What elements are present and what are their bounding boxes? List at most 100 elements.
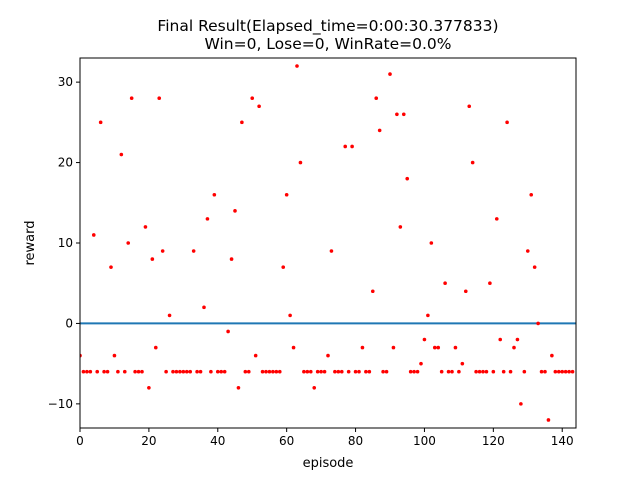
data-point bbox=[343, 144, 348, 149]
data-point bbox=[505, 120, 509, 125]
y-tick-label: 10 bbox=[58, 236, 73, 250]
x-tick-label: 20 bbox=[141, 434, 156, 448]
data-point bbox=[246, 369, 251, 374]
y-tick-label: −10 bbox=[48, 397, 73, 411]
data-point bbox=[570, 369, 575, 374]
x-tick-label: 100 bbox=[413, 434, 436, 448]
data-point bbox=[477, 369, 482, 374]
data-point bbox=[405, 176, 410, 181]
data-point bbox=[374, 96, 379, 101]
data-point bbox=[512, 345, 516, 350]
data-point bbox=[308, 369, 313, 374]
data-point bbox=[260, 369, 265, 374]
y-axis-label: reward bbox=[23, 220, 38, 265]
data-point bbox=[143, 225, 148, 229]
data-point bbox=[460, 361, 465, 366]
data-point bbox=[522, 369, 527, 374]
data-point bbox=[339, 369, 344, 374]
data-point bbox=[105, 369, 110, 374]
data-point bbox=[102, 369, 106, 374]
data-point bbox=[164, 369, 168, 374]
data-point bbox=[525, 249, 530, 253]
data-point bbox=[122, 369, 127, 374]
data-point bbox=[188, 369, 193, 374]
data-point bbox=[136, 369, 141, 374]
data-point bbox=[543, 369, 547, 374]
data-point bbox=[302, 369, 306, 374]
data-point bbox=[236, 385, 241, 390]
data-point bbox=[536, 321, 540, 326]
data-point bbox=[253, 353, 258, 358]
data-point bbox=[119, 152, 124, 157]
data-point bbox=[532, 265, 537, 269]
data-point bbox=[491, 369, 496, 374]
data-point bbox=[202, 305, 206, 310]
plot-frame bbox=[79, 57, 577, 429]
data-point bbox=[312, 385, 317, 390]
data-point bbox=[305, 369, 310, 374]
data-point bbox=[415, 369, 420, 374]
data-point bbox=[529, 192, 534, 197]
data-point bbox=[346, 369, 351, 374]
data-point bbox=[277, 369, 282, 374]
data-point bbox=[243, 369, 248, 374]
data-point bbox=[288, 313, 292, 318]
data-point bbox=[364, 369, 368, 374]
data-point bbox=[470, 160, 475, 165]
data-point bbox=[126, 241, 131, 245]
data-point bbox=[560, 369, 565, 374]
data-point bbox=[357, 369, 361, 374]
data-point bbox=[205, 217, 210, 221]
x-axis-label: episode bbox=[303, 456, 354, 471]
data-point bbox=[226, 329, 230, 334]
data-point bbox=[150, 257, 155, 261]
data-point bbox=[494, 217, 499, 221]
chart-title-line-1: Final Result(Elapsed_time=0:00:30.377833… bbox=[157, 17, 498, 36]
data-point bbox=[174, 369, 179, 374]
data-point bbox=[398, 225, 403, 229]
data-point bbox=[481, 369, 485, 374]
data-point bbox=[488, 281, 492, 286]
data-point bbox=[550, 353, 554, 358]
data-point bbox=[436, 345, 441, 350]
data-point bbox=[295, 64, 299, 68]
data-point bbox=[498, 337, 503, 342]
data-point bbox=[222, 369, 227, 374]
data-point bbox=[484, 369, 489, 374]
data-point bbox=[426, 313, 430, 318]
data-point bbox=[209, 369, 213, 374]
data-point bbox=[291, 345, 296, 350]
data-point bbox=[315, 369, 320, 374]
data-point bbox=[539, 369, 544, 374]
x-tick-label: 60 bbox=[279, 434, 294, 448]
data-point bbox=[157, 96, 162, 101]
x-tick-label: 0 bbox=[76, 434, 84, 448]
data-point bbox=[333, 369, 337, 374]
data-point bbox=[81, 369, 86, 374]
data-point bbox=[388, 72, 392, 76]
data-point bbox=[377, 128, 382, 133]
data-point bbox=[401, 112, 406, 117]
data-point bbox=[195, 369, 199, 374]
data-point bbox=[198, 369, 203, 374]
data-point bbox=[353, 369, 358, 374]
data-point bbox=[250, 96, 255, 101]
data-point bbox=[322, 369, 327, 374]
data-point bbox=[508, 369, 513, 374]
data-point bbox=[384, 369, 389, 374]
data-point bbox=[422, 337, 427, 342]
data-point bbox=[284, 192, 289, 197]
data-point bbox=[167, 313, 172, 318]
data-point bbox=[229, 257, 234, 261]
data-point bbox=[519, 402, 523, 406]
data-point bbox=[91, 233, 96, 237]
data-point bbox=[160, 249, 165, 253]
data-point bbox=[381, 369, 385, 374]
data-point bbox=[515, 337, 520, 342]
data-point bbox=[267, 369, 272, 374]
data-point bbox=[474, 369, 478, 374]
data-point bbox=[171, 369, 175, 374]
data-point bbox=[88, 369, 93, 374]
data-point bbox=[336, 369, 341, 374]
